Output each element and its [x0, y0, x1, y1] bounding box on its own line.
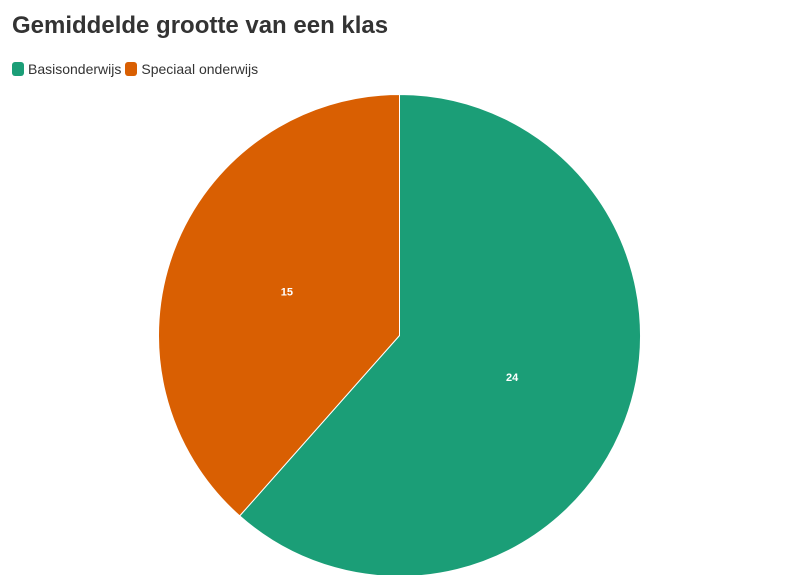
chart-title: Gemiddelde grootte van een klas [12, 12, 389, 39]
legend-label-speciaal-onderwijs: Speciaal onderwijs [141, 61, 259, 77]
legend-item-speciaal-onderwijs[interactable]: Speciaal onderwijs [125, 61, 258, 77]
legend-item-basisonderwijs[interactable]: Basisonderwijs [12, 61, 121, 77]
legend-swatch-speciaal-onderwijs [125, 62, 138, 76]
slice-label-speciaal-onderwijs: 15 [281, 287, 293, 299]
legend-label-basisonderwijs: Basisonderwijs [28, 61, 122, 77]
pie-slice-speciaal-onderwijs[interactable] [158, 93, 400, 517]
pie-slice-basisonderwijs[interactable] [238, 93, 641, 575]
legend: Basisonderwijs Speciaal onderwijs [12, 61, 262, 77]
slice-label-basisonderwijs: 24 [506, 372, 519, 384]
legend-swatch-basisonderwijs [12, 62, 24, 76]
